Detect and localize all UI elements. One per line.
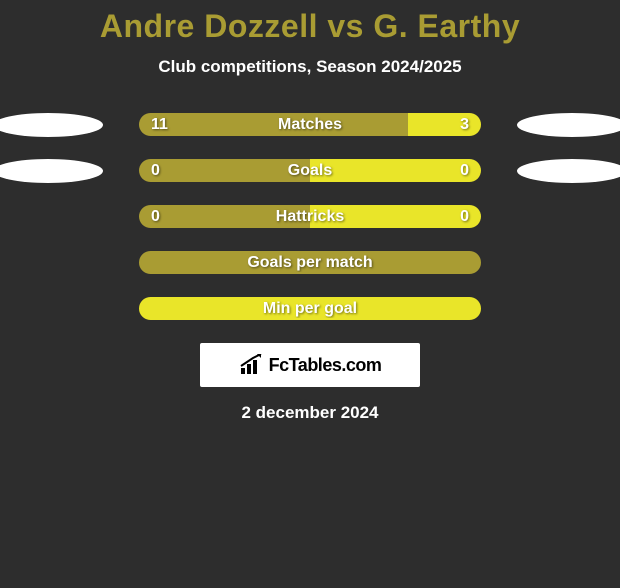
stat-bar: Hattricks 0 0	[139, 205, 481, 228]
spacer	[0, 205, 103, 229]
stat-label: Min per goal	[263, 300, 357, 318]
spacer	[0, 251, 103, 275]
player-left-marker	[0, 159, 103, 183]
player-right-marker	[517, 113, 620, 137]
stat-bar: Min per goal	[139, 297, 481, 320]
spacer	[517, 251, 620, 275]
stat-value-left: 0	[151, 208, 160, 226]
bar-segment-left	[139, 113, 408, 136]
stat-bar: Matches 11 3	[139, 113, 481, 136]
stat-label: Hattricks	[276, 208, 344, 226]
date-text: 2 december 2024	[0, 403, 620, 423]
stat-row: Min per goal	[0, 297, 620, 320]
bar-segment-right	[310, 159, 481, 182]
stat-value-right: 3	[460, 116, 469, 134]
stat-value-right: 0	[460, 208, 469, 226]
stats-container: Matches 11 3 Goals 0 0 Hattricks 0 0 Goals per ma…	[0, 113, 620, 320]
bar-segment-right	[408, 113, 481, 136]
stat-label: Goals per match	[247, 254, 372, 272]
spacer	[517, 205, 620, 229]
logo-text: FcTables.com	[269, 355, 382, 376]
stat-row: Goals 0 0	[0, 159, 620, 182]
player-right-marker	[517, 159, 620, 183]
stat-row: Goals per match	[0, 251, 620, 274]
stat-value-left: 0	[151, 162, 160, 180]
chart-icon	[239, 354, 265, 376]
page-subtitle: Club competitions, Season 2024/2025	[0, 57, 620, 77]
page-title: Andre Dozzell vs G. Earthy	[0, 8, 620, 45]
stat-bar: Goals per match	[139, 251, 481, 274]
spacer	[0, 297, 103, 321]
stat-row: Hattricks 0 0	[0, 205, 620, 228]
stat-bar: Goals 0 0	[139, 159, 481, 182]
stat-label: Matches	[278, 116, 342, 134]
spacer	[517, 297, 620, 321]
stat-row: Matches 11 3	[0, 113, 620, 136]
bar-segment-left	[139, 159, 310, 182]
stat-label: Goals	[288, 162, 332, 180]
stat-value-left: 11	[151, 116, 168, 134]
player-left-marker	[0, 113, 103, 137]
stat-value-right: 0	[460, 162, 469, 180]
logo-box: FcTables.com	[200, 343, 420, 387]
